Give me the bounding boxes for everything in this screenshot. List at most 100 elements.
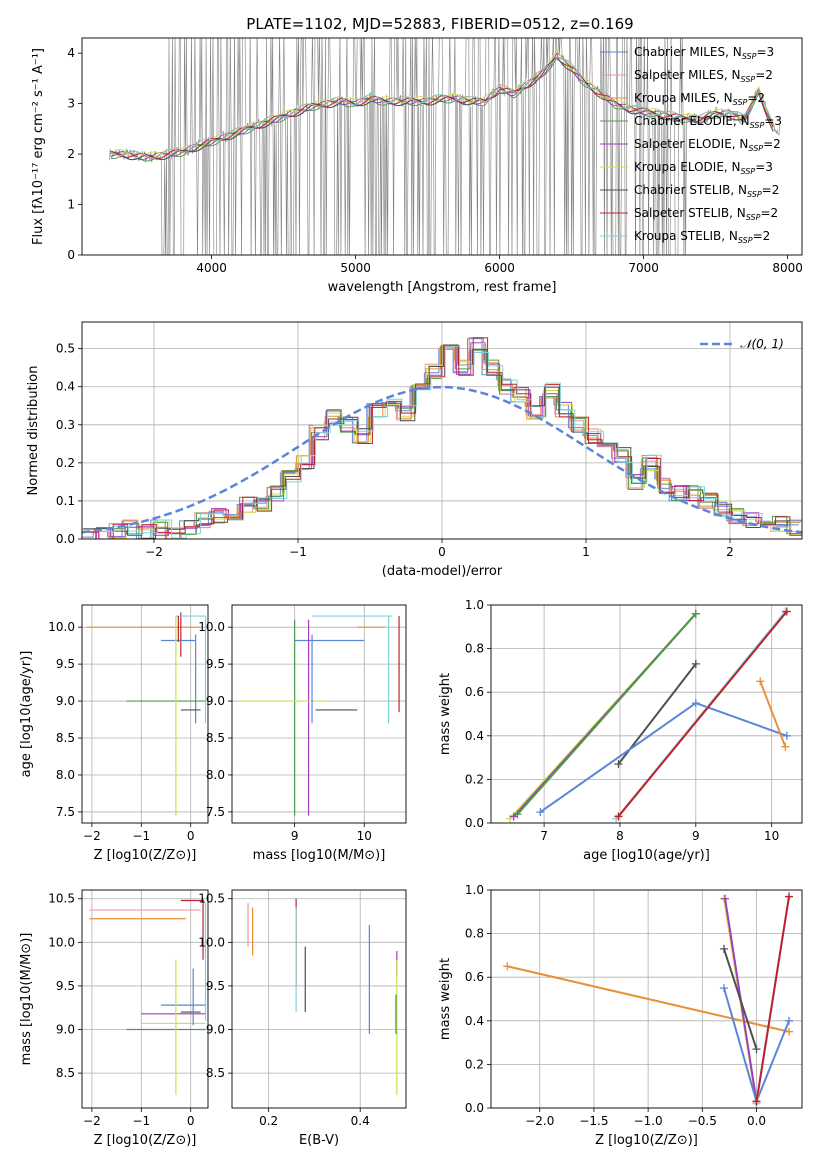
- x-tick-label: 0.0: [747, 1114, 766, 1128]
- x-tick-label: −1: [132, 829, 150, 843]
- legend-label-normal: 𝒩(0, 1): [740, 337, 784, 351]
- point-chabrier_miles: [691, 699, 700, 708]
- point-kroupa_miles: [784, 1027, 793, 1036]
- x-tick-label: −2: [83, 1114, 101, 1128]
- spectrum-xlabel: wavelength [Angstrom, rest frame]: [328, 280, 557, 295]
- mass_vs_ebv-axes: 0.2 0.4 8.5 9.0 9.5 10.0 10.5: [198, 890, 406, 1128]
- spectrum-plot: [109, 38, 781, 255]
- y-tick-label: 0.2: [56, 456, 75, 470]
- y-tick-label: 8.5: [206, 731, 225, 745]
- age_vs_mass-frame: [231, 604, 407, 824]
- x-tick-label: 2: [726, 545, 734, 559]
- y-tick-label: 0.4: [56, 380, 75, 394]
- x-tick-label: 0: [438, 545, 446, 559]
- age_vs_Z-xlabel: Z [log10(Z/Z⊙)]: [94, 848, 197, 863]
- x-tick-label: 0: [187, 829, 195, 843]
- point-salpeter_stelib: [614, 812, 623, 821]
- series-chabrier_miles-line: [539, 701, 788, 813]
- y-tick-label: 9.0: [56, 1023, 75, 1037]
- y-tick-label: 8.0: [206, 768, 225, 782]
- x-tick-label: 10: [357, 829, 372, 843]
- age_vs_mass-xlabel: mass [log10(M/M⊙)]: [253, 848, 386, 863]
- histogram-kroupa_elodie: [82, 342, 802, 539]
- y-tick-label: 9.5: [206, 657, 225, 671]
- weight_vs_Z-axes: −2.0 −1.5 −1.0 −0.5 0.0 0.0 0.2 0.4 0.6 0.8 1.0: [465, 883, 802, 1128]
- legend-label-salpeter_stelib: Salpeter STELIB, NSSP=2: [634, 206, 778, 222]
- x-tick-label: −0.5: [688, 1114, 717, 1128]
- point-chabrier_miles: [782, 731, 791, 740]
- weight_vs_Z-frame: [490, 889, 803, 1109]
- point-kroupa_miles: [756, 677, 765, 686]
- x-tick-label: 9: [291, 829, 299, 843]
- x-tick-label: 9: [692, 829, 700, 843]
- legend-label-chabrier_elodie: Chabrier ELODIE, NSSP=3: [634, 114, 782, 130]
- point-kroupa_miles: [781, 742, 790, 751]
- weight_vs_age-xlabel: age [log10(age/yr)]: [583, 848, 710, 863]
- y-tick-label: 1.0: [465, 883, 484, 897]
- y-tick-label: 0.3: [56, 418, 75, 432]
- mass_vs_Z-ylabel: mass [log10(M/M⊙)]: [19, 933, 34, 1066]
- mass_vs_ebv-plot: [247, 898, 398, 1095]
- weight_vs_Z-plot: [503, 892, 793, 1108]
- point-chabrier_stelib: [719, 944, 728, 953]
- model-salpeter_elodie-line: [110, 52, 774, 161]
- y-tick-label: 0.0: [465, 1101, 484, 1115]
- model-chabrier_stelib-line: [110, 56, 774, 161]
- y-tick-label: 9.5: [56, 657, 75, 671]
- y-tick-label: 0.2: [465, 1057, 484, 1071]
- x-tick-label: 8000: [772, 261, 803, 275]
- y-tick-label: 3: [67, 97, 75, 111]
- x-tick-label: 0.4: [351, 1114, 370, 1128]
- mass_vs_ebv-frame: [231, 889, 407, 1109]
- age_vs_mass-axes: 9 10 7.5 8.0 8.5 9.0 9.5 10.0: [198, 605, 406, 843]
- mass_vs_ebv-xlabel: E(B-V): [299, 1133, 339, 1148]
- histogram-salpeter_miles: [82, 347, 800, 539]
- y-tick-label: 10.0: [48, 620, 75, 634]
- point-salpeter_stelib: [752, 1097, 761, 1106]
- y-tick-label: 0.4: [465, 729, 484, 743]
- y-tick-label: 0.8: [465, 927, 484, 941]
- residuals-ylabel: Normed distribution: [26, 366, 41, 496]
- histogram-salpeter_stelib: [84, 337, 802, 539]
- x-tick-label: 10: [764, 829, 779, 843]
- point-chabrier_elodie: [513, 810, 522, 819]
- x-tick-label: −2: [83, 829, 101, 843]
- y-tick-label: 0.4: [465, 1014, 484, 1028]
- x-tick-label: −1: [132, 1114, 150, 1128]
- x-tick-label: −2: [145, 545, 163, 559]
- legend-label-kroupa_stelib: Kroupa STELIB, NSSP=2: [634, 229, 770, 245]
- y-tick-label: 10.5: [48, 892, 75, 906]
- age_vs_mass-plot: [238, 615, 400, 816]
- histogram-kroupa_miles: [82, 337, 801, 539]
- spectrum-axes: 4000 5000 6000 7000 8000 0 1 2 3 4: [67, 46, 803, 275]
- point-chabrier_miles: [784, 1016, 793, 1025]
- x-tick-label: 7000: [628, 261, 659, 275]
- y-tick-label: 9.0: [206, 694, 225, 708]
- x-tick-label: 5000: [340, 261, 371, 275]
- spectrum-ylabel: Flux [fλ10⁻¹⁷ erg cm⁻² s⁻¹ A⁻¹]: [31, 48, 46, 245]
- y-tick-label: 9.5: [56, 979, 75, 993]
- y-tick-label: 10.0: [198, 620, 225, 634]
- histogram-chabrier_elodie: [82, 345, 802, 539]
- residuals-xlabel: (data-model)/error: [382, 564, 503, 579]
- mass_vs_Z-axes: −2 −1 0 8.5 9.0 9.5 10.0 10.5: [48, 890, 208, 1128]
- legend-label-kroupa_miles: Kroupa MILES, NSSP=2: [634, 91, 765, 107]
- y-tick-label: 1: [67, 198, 75, 212]
- y-tick-label: 7.5: [56, 805, 75, 819]
- weight_vs_age-plot: [505, 607, 791, 823]
- residuals-plot: [82, 337, 802, 539]
- y-tick-label: 10.0: [198, 935, 225, 949]
- y-tick-label: 9.0: [56, 694, 75, 708]
- figure-title: PLATE=1102, MJD=52883, FIBERID=0512, z=0…: [246, 15, 633, 33]
- x-tick-label: 4000: [196, 261, 227, 275]
- x-tick-label: −1.5: [579, 1114, 608, 1128]
- y-tick-label: 0.2: [465, 772, 484, 786]
- x-tick-label: 6000: [484, 261, 515, 275]
- mass_vs_Z-plot: [89, 898, 207, 1095]
- point-chabrier_miles: [719, 984, 728, 993]
- y-tick-label: 8.0: [56, 768, 75, 782]
- y-tick-label: 8.5: [56, 731, 75, 745]
- y-tick-label: 0.5: [56, 342, 75, 356]
- spectrum-frame: [81, 37, 803, 256]
- point-chabrier_stelib: [752, 1045, 761, 1054]
